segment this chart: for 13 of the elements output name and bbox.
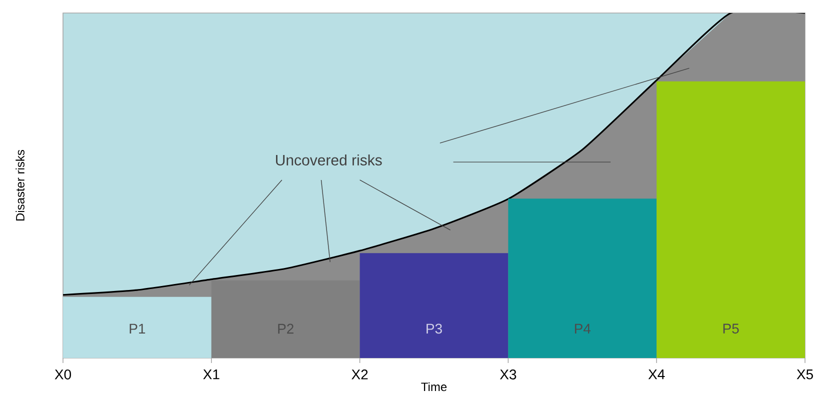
y-axis-title: Disaster risks (16, 150, 24, 221)
x-tick-label: X4 (648, 370, 665, 380)
x-tick-label: X0 (54, 370, 72, 380)
x-tick-label: X3 (500, 370, 516, 380)
x-tick-label: X5 (796, 370, 813, 380)
annotation: P3 (426, 324, 442, 334)
x-tick-label: X2 (352, 370, 368, 380)
annotation: Uncovered risks (276, 154, 382, 166)
annotation: P5 (723, 324, 739, 334)
annotation: P4 (574, 324, 591, 334)
x-tick-label: X1 (203, 370, 220, 380)
x-axis-title: Time (421, 382, 447, 392)
annotation: P1 (130, 324, 146, 334)
